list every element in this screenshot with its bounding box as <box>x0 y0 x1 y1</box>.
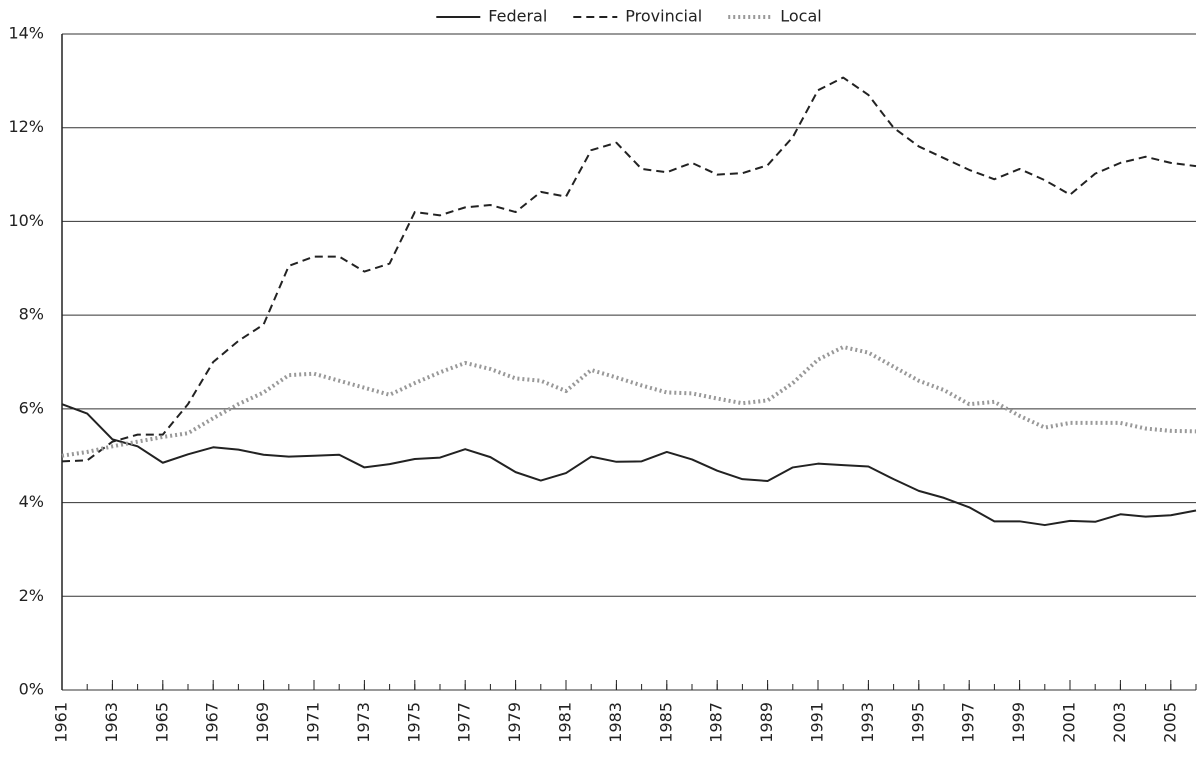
x-tick-label: 1983 <box>606 702 625 743</box>
x-tick-label: 1975 <box>404 702 423 743</box>
x-tick-label: 1979 <box>505 702 524 743</box>
x-tick-label: 1987 <box>707 702 726 743</box>
y-tick-label: 6% <box>19 398 44 417</box>
legend: Federal Provincial Local <box>436 7 822 26</box>
y-tick-label: 2% <box>19 586 44 605</box>
x-tick-label: 1999 <box>1009 702 1028 743</box>
series-line <box>61 76 1197 463</box>
x-tick-label: 1969 <box>253 702 272 743</box>
legend-label: Provincial <box>625 7 702 26</box>
x-tick-label: 1977 <box>455 702 474 743</box>
y-tick-label: 8% <box>19 305 44 324</box>
x-tick-label: 1985 <box>656 702 675 743</box>
y-tick-label: 12% <box>8 117 44 136</box>
y-tick-label: 10% <box>8 211 44 230</box>
x-tick-label: 1989 <box>757 702 776 743</box>
x-tick-label: 1967 <box>203 702 222 743</box>
x-tick-label: 2003 <box>1110 702 1129 743</box>
x-tick-label: 1961 <box>52 702 71 743</box>
y-tick-label: 14% <box>8 24 44 43</box>
x-tick-label: 2005 <box>1160 702 1179 743</box>
y-tick-label: 4% <box>19 492 44 511</box>
x-tick-label: 1971 <box>304 702 323 743</box>
x-tick-label: 1995 <box>908 702 927 743</box>
series-line <box>61 345 1197 458</box>
x-tick-label: 2001 <box>1060 702 1079 743</box>
x-tick-label: 1965 <box>152 702 171 743</box>
x-tick-label: 1963 <box>102 702 121 743</box>
x-tick-label: 1997 <box>959 702 978 743</box>
legend-label: Federal <box>488 7 547 26</box>
x-tick-label: 1973 <box>354 702 373 743</box>
x-tick-label: 1981 <box>556 702 575 743</box>
x-tick-label: 1993 <box>858 702 877 743</box>
x-tick-label: 1991 <box>808 702 827 743</box>
legend-label: Local <box>780 7 821 26</box>
y-tick-label: 0% <box>19 680 44 699</box>
series-line <box>61 403 1197 527</box>
